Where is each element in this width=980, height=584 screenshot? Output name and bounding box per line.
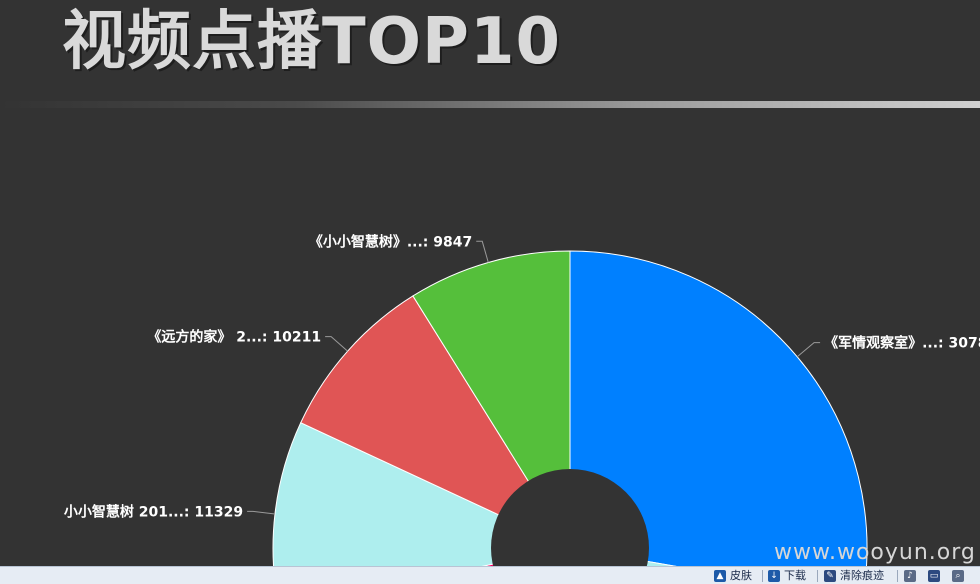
clear-traces-button[interactable]: ✎ 清除痕迹 [824,568,884,583]
folder-icon: ▭ [928,570,940,582]
data-label: 《小小智慧树》...: 9847 [309,233,472,250]
clear-traces-label: 清除痕迹 [840,569,884,582]
broom-icon: ✎ [824,570,836,582]
label-connector [476,240,489,263]
pie-center-hole [491,469,649,583]
shirt-icon: ▲ [714,570,726,582]
speaker-icon: ♪ [904,570,916,582]
separator [817,570,818,582]
skin-label: 皮肤 [730,569,752,582]
download-icon: ↓ [768,570,780,582]
pie-slice-0[interactable] [569,250,868,583]
speaker-button[interactable]: ♪ [904,568,920,583]
pie-slice-7[interactable] [412,250,571,550]
zoom-button[interactable]: ⌕ [952,568,968,583]
data-label: 《远方的家》 2...: 10211 [147,329,321,346]
watermark: www.wooyun.org [774,540,976,565]
download-label: 下载 [784,569,806,582]
label-connector [325,336,348,352]
browser-status-bar: ▲ 皮肤 ↓ 下载 ✎ 清除痕迹 ♪ ▭ ⌕ [0,566,980,584]
data-label: 小小智慧树 201...: 11329 [64,503,243,520]
folder-button[interactable]: ▭ [928,568,944,583]
separator [762,570,763,582]
data-label: 《军情观察室》...: 30789 [824,335,980,352]
title-divider [0,101,980,108]
zoom-icon: ⌕ [952,570,964,582]
label-connector [796,342,821,358]
separator [897,570,898,582]
download-button[interactable]: ↓ 下载 [768,568,806,583]
page-title: 视频点播TOP10 [62,5,562,79]
label-connector [247,510,276,515]
skin-button[interactable]: ▲ 皮肤 [714,568,752,583]
